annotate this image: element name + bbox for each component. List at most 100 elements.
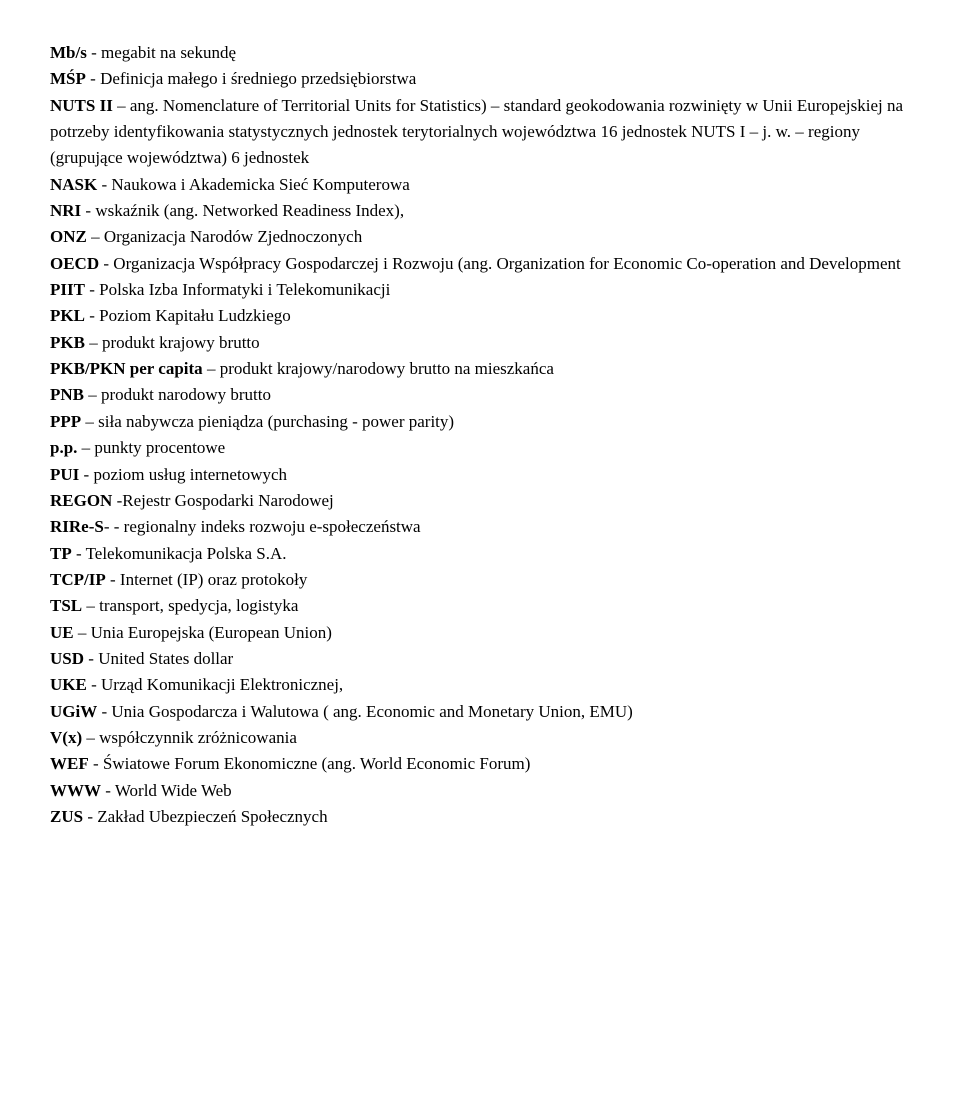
abbr-description: punkty procentowe: [94, 438, 225, 457]
abbr-term: NRI: [50, 201, 81, 220]
abbr-separator: -: [83, 807, 97, 826]
abbr-description: produkt krajowy/narodowy brutto na miesz…: [220, 359, 554, 378]
abbr-term: PIIT: [50, 280, 85, 299]
abbr-entry: NRI - wskaźnik (ang. Networked Readiness…: [50, 198, 910, 224]
abbr-description: Organizacja Narodów Zjednoczonych: [104, 227, 362, 246]
abbr-separator: -: [99, 254, 113, 273]
abbr-term: TCP/IP: [50, 570, 106, 589]
abbr-separator: -: [85, 280, 99, 299]
abbr-description: transport, spedycja, logistyka: [99, 596, 298, 615]
abbr-term: Mb/s: [50, 43, 87, 62]
abbr-separator: -: [97, 702, 111, 721]
abbr-description: ang. Nomenclature of Territorial Units f…: [50, 96, 903, 168]
abbr-description: Naukowa i Akademicka Sieć Komputerowa: [111, 175, 409, 194]
abbr-separator: -: [106, 570, 120, 589]
abbr-entry: PIIT - Polska Izba Informatyki i Telekom…: [50, 277, 910, 303]
abbr-entry: PKB – produkt krajowy brutto: [50, 330, 910, 356]
abbr-term: PNB: [50, 385, 84, 404]
abbr-separator: –: [74, 623, 91, 642]
abbr-separator: -: [79, 465, 93, 484]
abbr-entry: PUI - poziom usług internetowych: [50, 462, 910, 488]
abbr-separator: -: [89, 754, 103, 773]
abbr-separator: -: [85, 306, 99, 325]
abbr-description: Telekomunikacja Polska S.A.: [86, 544, 287, 563]
abbr-separator: –: [84, 385, 101, 404]
abbr-description: Zakład Ubezpieczeń Społecznych: [97, 807, 327, 826]
abbr-term: TSL: [50, 596, 82, 615]
abbr-entry: PNB – produkt narodowy brutto: [50, 382, 910, 408]
abbr-entry: NUTS II – ang. Nomenclature of Territori…: [50, 93, 910, 172]
abbr-separator: -: [101, 781, 115, 800]
abbr-entry: PPP – siła nabywcza pieniądza (purchasin…: [50, 409, 910, 435]
abbr-term: REGON: [50, 491, 112, 510]
abbr-entry: UE – Unia Europejska (European Union): [50, 620, 910, 646]
abbr-entry: TP - Telekomunikacja Polska S.A.: [50, 541, 910, 567]
abbr-separator: –: [81, 412, 98, 431]
abbr-description: produkt narodowy brutto: [101, 385, 271, 404]
abbr-entry: TSL – transport, spedycja, logistyka: [50, 593, 910, 619]
abbr-separator: –: [203, 359, 220, 378]
abbr-term: RIRe-S: [50, 517, 104, 536]
abbr-description: Rejestr Gospodarki Narodowej: [122, 491, 334, 510]
abbr-description: Internet (IP) oraz protokoły: [120, 570, 307, 589]
abbr-separator: -: [86, 69, 100, 88]
abbr-description: World Wide Web: [115, 781, 232, 800]
abbr-separator: -: [81, 201, 95, 220]
abbr-description: wskaźnik (ang. Networked Readiness Index…: [95, 201, 404, 220]
abbr-term: WWW: [50, 781, 101, 800]
abbr-entry: UKE - Urząd Komunikacji Elektronicznej,: [50, 672, 910, 698]
abbr-entry: V(x) – współczynnik zróżnicowania: [50, 725, 910, 751]
abbr-description: megabit na sekundę: [101, 43, 236, 62]
abbr-description: Unia Europejska (European Union): [91, 623, 332, 642]
abbr-separator: -: [112, 491, 122, 510]
abbr-term: MŚP: [50, 69, 86, 88]
abbr-term: PKL: [50, 306, 85, 325]
abbr-term: USD: [50, 649, 84, 668]
abbr-separator: -: [87, 43, 101, 62]
abbr-separator: -: [97, 175, 111, 194]
abbr-term: PKB: [50, 333, 85, 352]
abbr-separator: -: [87, 675, 101, 694]
abbr-term: UE: [50, 623, 74, 642]
abbr-term: OECD: [50, 254, 99, 273]
abbr-description: Unia Gospodarcza i Walutowa ( ang. Econo…: [111, 702, 632, 721]
abbr-entry: OECD - Organizacja Współpracy Gospodarcz…: [50, 251, 910, 277]
abbr-entry: REGON -Rejestr Gospodarki Narodowej: [50, 488, 910, 514]
abbr-description: Światowe Forum Ekonomiczne (ang. World E…: [103, 754, 531, 773]
abbr-separator: –: [87, 227, 104, 246]
abbr-term: WEF: [50, 754, 89, 773]
abbr-term: NASK: [50, 175, 97, 194]
abbr-entry: ZUS - Zakład Ubezpieczeń Społecznych: [50, 804, 910, 830]
abbr-description: produkt krajowy brutto: [102, 333, 260, 352]
abbr-entry: USD - United States dollar: [50, 646, 910, 672]
abbr-description: Poziom Kapitału Ludzkiego: [99, 306, 291, 325]
abbr-term: PUI: [50, 465, 79, 484]
abbr-separator: –: [82, 728, 99, 747]
abbr-entry: MŚP - Definicja małego i średniego przed…: [50, 66, 910, 92]
abbr-term: PPP: [50, 412, 81, 431]
abbr-description: Definicja małego i średniego przedsiębio…: [100, 69, 416, 88]
abbr-description: poziom usług internetowych: [93, 465, 287, 484]
abbr-entry: TCP/IP - Internet (IP) oraz protokoły: [50, 567, 910, 593]
abbr-term: p.p.: [50, 438, 77, 457]
abbr-entry: RIRe-S- - regionalny indeks rozwoju e-sp…: [50, 514, 910, 540]
abbr-separator: -: [72, 544, 86, 563]
abbr-entry: UGiW - Unia Gospodarcza i Walutowa ( ang…: [50, 699, 910, 725]
abbr-term: UGiW: [50, 702, 97, 721]
abbr-term: TP: [50, 544, 72, 563]
abbr-description: Urząd Komunikacji Elektronicznej,: [101, 675, 343, 694]
abbr-term: V(x): [50, 728, 82, 747]
abbr-entry: p.p. – punkty procentowe: [50, 435, 910, 461]
abbr-separator: –: [85, 333, 102, 352]
abbr-entry: WWW - World Wide Web: [50, 778, 910, 804]
abbr-entry: NASK - Naukowa i Akademicka Sieć Kompute…: [50, 172, 910, 198]
abbr-entry: ONZ – Organizacja Narodów Zjednoczonych: [50, 224, 910, 250]
abbr-term: ZUS: [50, 807, 83, 826]
abbr-entry: PKB/PKN per capita – produkt krajowy/nar…: [50, 356, 910, 382]
abbr-description: Organizacja Współpracy Gospodarczej i Ro…: [113, 254, 900, 273]
abbr-separator: –: [77, 438, 94, 457]
abbr-term: UKE: [50, 675, 87, 694]
abbr-term: NUTS II: [50, 96, 113, 115]
abbr-description: United States dollar: [98, 649, 233, 668]
abbr-term: PKB/PKN per capita: [50, 359, 203, 378]
